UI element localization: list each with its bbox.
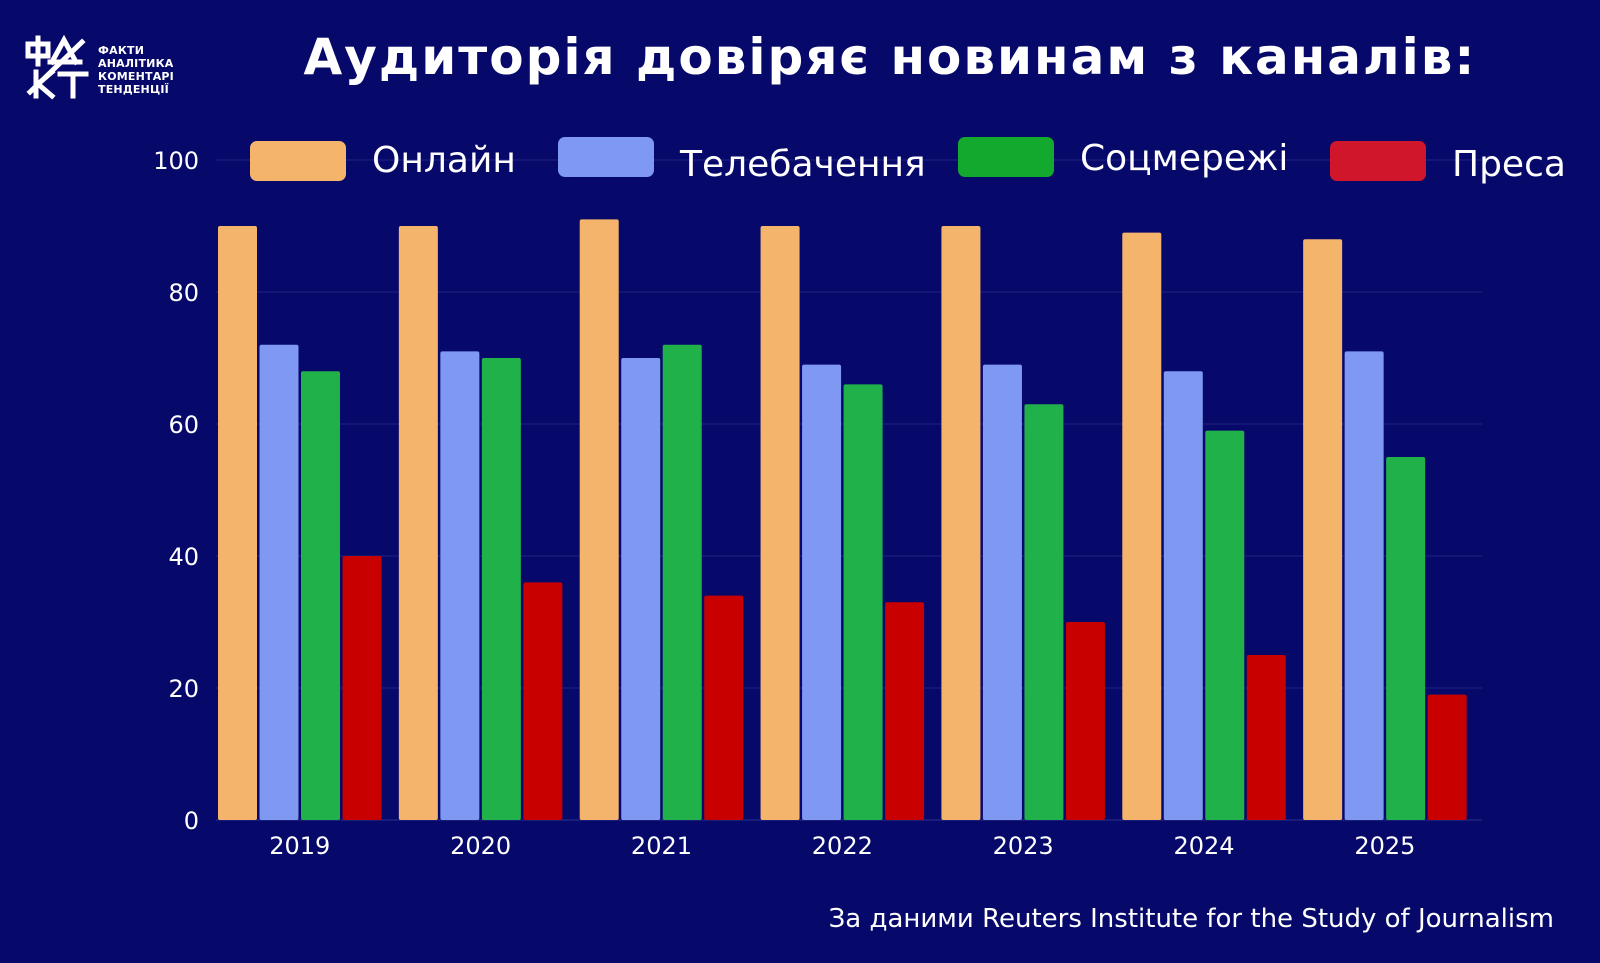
bar [1427, 694, 1467, 820]
bar [885, 602, 925, 820]
chart-title: Аудиторія довіряє новинам з каналів: [303, 28, 1477, 86]
bar [1205, 430, 1245, 820]
bar [481, 358, 521, 820]
bar [342, 556, 382, 820]
logo-line: КОМЕНТАРІ [98, 70, 174, 83]
bar [621, 358, 661, 820]
bar [1344, 351, 1384, 820]
bar [1024, 404, 1064, 820]
legend-label: Соцмережі [1080, 138, 1288, 179]
bar [941, 226, 981, 820]
y-tick-label: 20 [168, 675, 199, 703]
legend-swatch [1330, 141, 1426, 181]
logo-mark-icon [25, 34, 89, 100]
legend-swatch [250, 141, 346, 181]
y-tick-label: 0 [184, 807, 199, 835]
source-note: За даними Reuters Institute for the Stud… [828, 904, 1554, 934]
legend-label: Телебачення [679, 144, 926, 185]
y-tick-label: 100 [153, 147, 199, 175]
y-tick-label: 80 [168, 279, 199, 307]
logo-line: АНАЛІТИКА [98, 57, 174, 70]
bar [1163, 371, 1203, 820]
bar [440, 351, 480, 820]
bar [579, 219, 619, 820]
x-tick-label: 2023 [993, 832, 1054, 860]
bar [1122, 232, 1162, 821]
bar [218, 226, 257, 820]
bar [802, 364, 842, 820]
legend-label: Преса [1452, 144, 1566, 185]
logo-text: ФАКТИ АНАЛІТИКА КОМЕНТАРІ ТЕНДЕНЦІЇ [98, 44, 174, 96]
legend-swatch [958, 137, 1054, 177]
logo-line: ТЕНДЕНЦІЇ [98, 83, 169, 96]
x-tick-label: 2024 [1173, 832, 1234, 860]
x-tick-label: 2022 [812, 832, 873, 860]
bar [259, 344, 299, 820]
legend-swatch [558, 137, 654, 177]
bar [1065, 622, 1105, 820]
legend-label: Онлайн [372, 140, 516, 181]
bar [1386, 457, 1426, 820]
logo-line: ФАКТИ [98, 44, 145, 57]
bar [1246, 655, 1286, 820]
y-tick-label: 60 [168, 411, 199, 439]
bar [843, 384, 883, 820]
bar [760, 226, 800, 820]
x-tick-label: 2021 [631, 832, 692, 860]
y-tick-label: 40 [168, 543, 199, 571]
x-tick-label: 2019 [269, 832, 330, 860]
bar [982, 364, 1022, 820]
logo: ФАКТИ АНАЛІТИКА КОМЕНТАРІ ТЕНДЕНЦІЇ [24, 34, 194, 100]
bar [301, 371, 340, 820]
bar [704, 595, 744, 820]
bar [1303, 239, 1343, 820]
x-tick-label: 2020 [450, 832, 511, 860]
bar [523, 582, 563, 820]
bar [398, 226, 438, 820]
x-tick-label: 2025 [1354, 832, 1415, 860]
bar [662, 344, 702, 820]
